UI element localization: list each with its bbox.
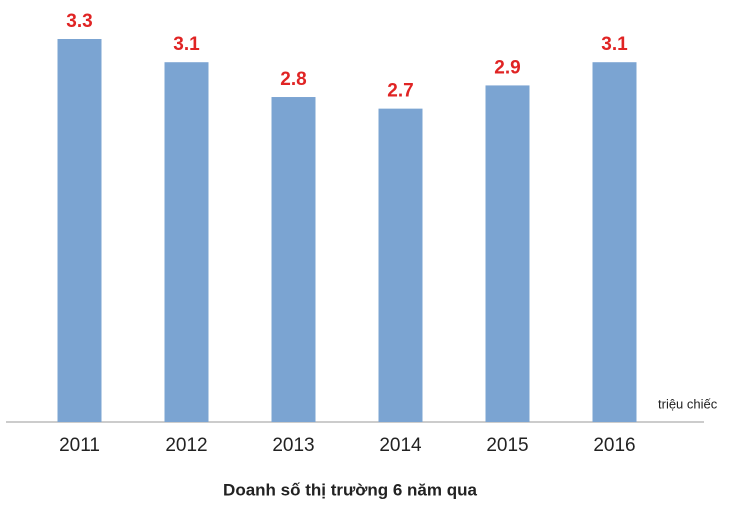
value-label: 3.1	[601, 34, 628, 55]
bar	[378, 108, 423, 423]
x-tick-label: 2014	[379, 435, 422, 456]
bar	[164, 62, 209, 422]
unit-label: triệu chiếc	[658, 396, 718, 411]
value-label: 2.8	[280, 69, 306, 90]
bar	[57, 39, 102, 422]
bar	[485, 85, 530, 422]
value-label: 2.9	[494, 57, 520, 78]
x-tick-label: 2016	[593, 435, 635, 456]
value-label: 3.1	[173, 34, 200, 55]
bar	[592, 62, 637, 422]
bar	[271, 97, 316, 422]
x-tick-label: 2012	[165, 435, 207, 456]
chart-title: Doanh số thị trường 6 năm qua	[223, 480, 477, 499]
value-label: 3.3	[66, 11, 92, 32]
value-label: 2.7	[387, 81, 413, 102]
x-tick-label: 2015	[486, 435, 528, 456]
x-tick-label: 2013	[272, 435, 314, 456]
x-tick-label: 2011	[59, 435, 100, 456]
